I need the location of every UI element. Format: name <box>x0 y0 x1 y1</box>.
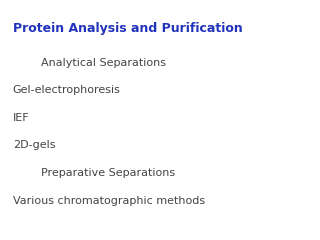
Text: IEF: IEF <box>13 113 29 123</box>
Text: Analytical Separations: Analytical Separations <box>13 58 166 68</box>
Text: Various chromatographic methods: Various chromatographic methods <box>13 196 205 206</box>
Text: 2D-gels: 2D-gels <box>13 140 55 150</box>
Text: Gel-electrophoresis: Gel-electrophoresis <box>13 85 121 95</box>
Text: Protein Analysis and Purification: Protein Analysis and Purification <box>13 22 243 35</box>
Text: Preparative Separations: Preparative Separations <box>13 168 175 178</box>
